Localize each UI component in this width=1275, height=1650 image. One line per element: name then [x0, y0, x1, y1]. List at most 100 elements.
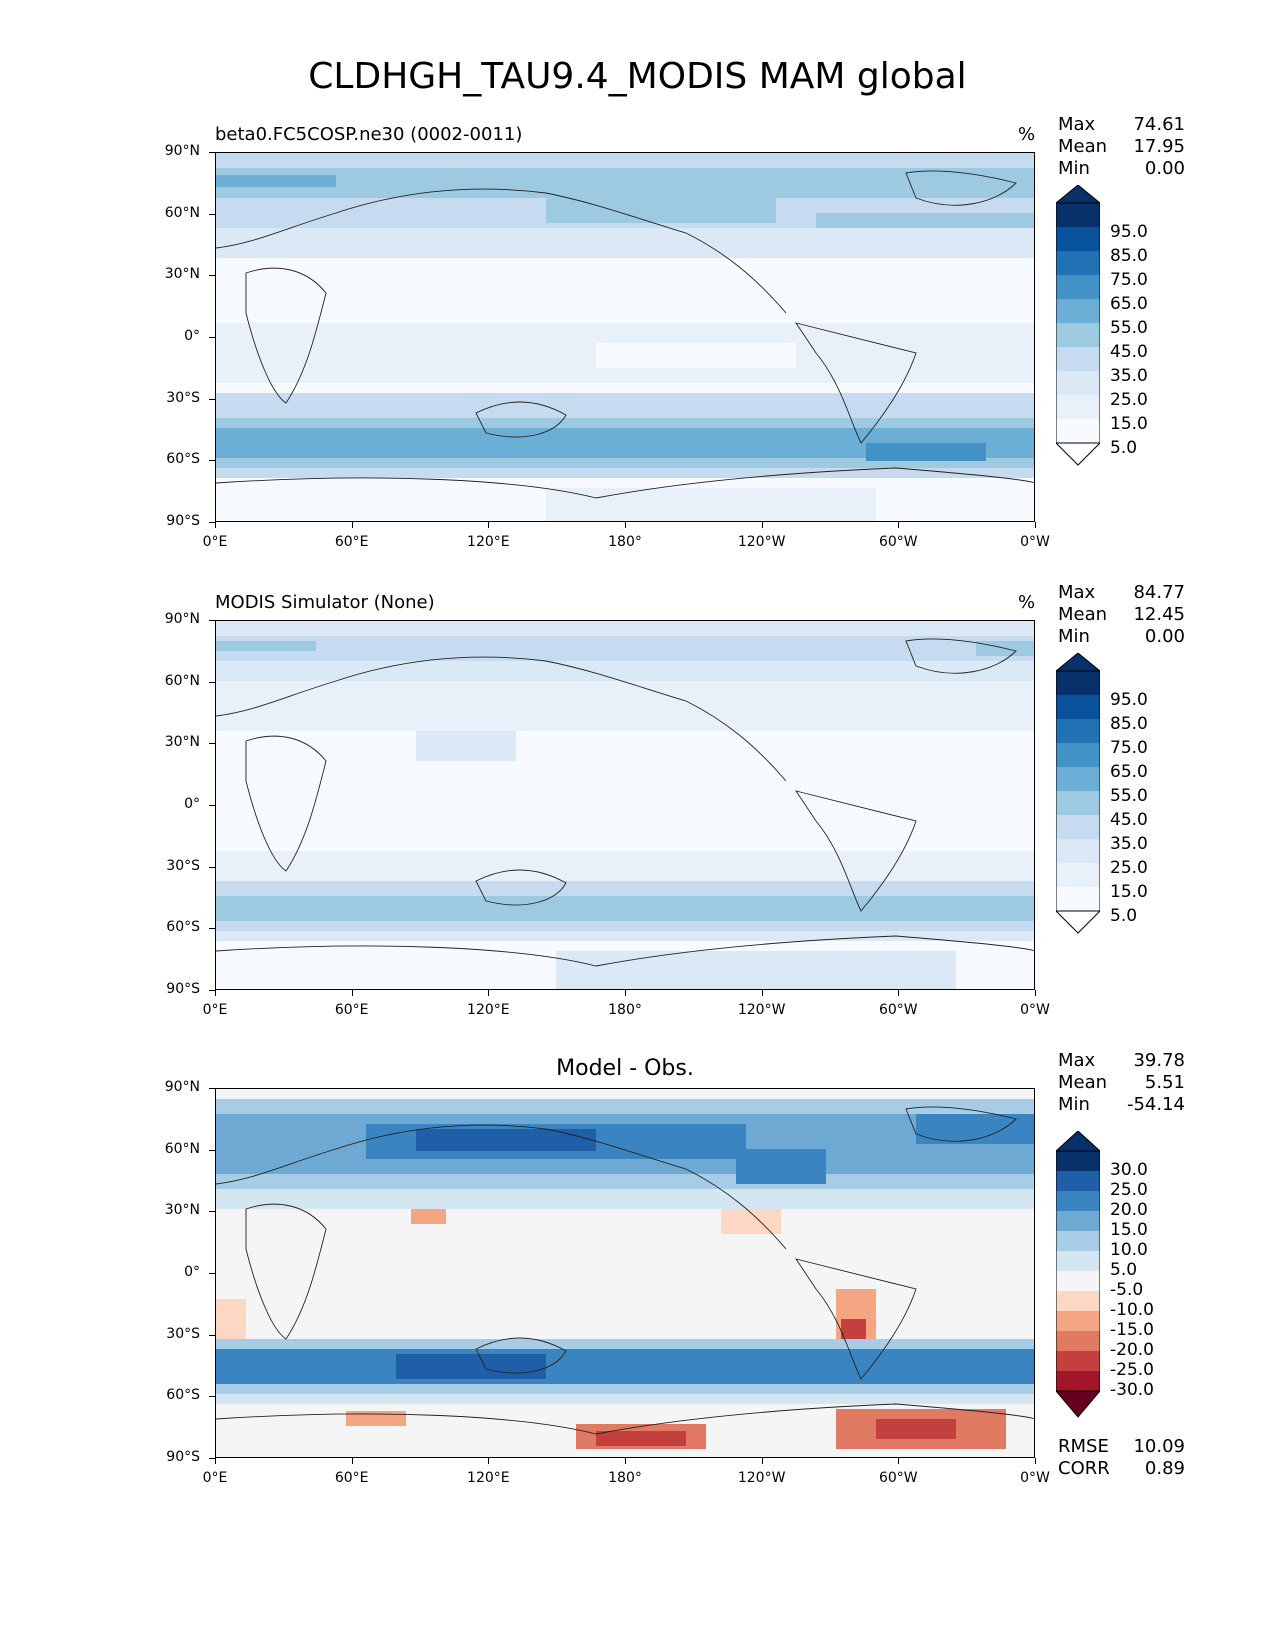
lon-tick-mark	[1035, 990, 1036, 996]
lon-tick-label: 60°W	[878, 534, 918, 550]
lon-tick-mark	[898, 990, 900, 996]
corr-value: 0.89	[1144, 1458, 1185, 1479]
colorbar-cells	[1056, 1151, 1100, 1391]
colorbar-label: 30.0	[1110, 1160, 1148, 1180]
map-plot	[215, 1088, 1035, 1458]
lon-tick-mark	[898, 1458, 900, 1464]
rmse-value: 10.09	[1133, 1436, 1185, 1457]
colorbar-label: 55.0	[1110, 318, 1148, 338]
lon-tick-label: 60°W	[878, 1002, 918, 1018]
lon-tick-mark	[488, 522, 490, 528]
colorbar-label: 45.0	[1110, 810, 1148, 830]
lat-tick-label: 60°S	[166, 451, 200, 468]
colorbar-label: -20.0	[1110, 1340, 1154, 1360]
lat-tick-mark	[209, 1334, 215, 1336]
stat-value-mean: 17.95	[1133, 136, 1185, 157]
panel-model: beta0.FC5COSP.ne30 (0002-0011) % Max 74.6…	[0, 110, 1275, 550]
panel-difference: Model - Obs. Max 39.78 Mean 5.51 Min -54.14	[0, 1046, 1275, 1486]
lat-tick-label: 60°S	[166, 919, 200, 936]
lat-tick-mark	[209, 1211, 215, 1213]
rmse-label: RMSE	[1058, 1436, 1109, 1457]
colorbar-label: 5.0	[1110, 438, 1138, 458]
lat-tick-label: 90°S	[166, 1449, 200, 1465]
colorbar-label: 20.0	[1110, 1200, 1148, 1220]
colorbar-cells	[1056, 203, 1100, 443]
lon-tick-mark	[215, 990, 216, 996]
lat-tick-mark	[209, 1458, 215, 1459]
lat-tick-mark	[209, 743, 215, 745]
stat-value-min: 0.00	[1144, 158, 1185, 179]
stat-label-mean: Mean	[1058, 604, 1108, 625]
lat-tick-label: 90°N	[164, 611, 200, 627]
lat-tick-label: 90°N	[164, 143, 200, 159]
lat-tick-label: 30°S	[166, 389, 200, 406]
lat-tick-label: 60°N	[164, 204, 200, 221]
lon-tick-label: 60°E	[334, 534, 369, 550]
lon-tick-label: 180°	[608, 1002, 642, 1018]
stat-label-max: Max	[1058, 114, 1096, 135]
lon-tick-label: 120°E	[467, 534, 510, 550]
lon-tick-label: 0°W	[1020, 534, 1050, 550]
colorbar	[1054, 1130, 1102, 1425]
lon-tick-mark	[1035, 522, 1036, 528]
lat-tick-mark	[209, 1273, 215, 1274]
lat-tick-mark	[209, 213, 215, 215]
lon-tick-mark	[1035, 1458, 1036, 1464]
colorbar-label: 35.0	[1110, 834, 1148, 854]
panel-obs: MODIS Simulator (None) % Max 84.77 Mean 12…	[0, 578, 1275, 1018]
lat-tick-mark	[209, 1149, 215, 1151]
colorbar-label: -5.0	[1110, 1280, 1144, 1300]
colorbar-label: 65.0	[1110, 294, 1148, 314]
lat-tick-label: 30°N	[164, 266, 200, 283]
figure-title: CLDHGH_TAU9.4_MODIS MAM global	[308, 56, 967, 97]
lat-tick-mark	[209, 398, 215, 400]
colorbar-label: 65.0	[1110, 762, 1148, 782]
lon-tick-label: 180°	[608, 534, 642, 550]
lon-tick-label: 120°W	[737, 1002, 786, 1018]
lat-tick-label: 90°N	[164, 1079, 200, 1095]
lat-tick-label: 90°S	[166, 981, 200, 997]
lat-tick-mark	[209, 152, 215, 153]
colorbar-label: -30.0	[1110, 1380, 1154, 1400]
panel-title: Model - Obs.	[556, 1056, 694, 1081]
lat-tick-mark	[209, 522, 215, 523]
colorbar-label: 75.0	[1110, 270, 1148, 290]
colorbar-label: -15.0	[1110, 1320, 1154, 1340]
lon-tick-mark	[625, 522, 626, 528]
panel-title: MODIS Simulator (None)	[215, 592, 435, 613]
lon-tick-label: 120°E	[467, 1002, 510, 1018]
colorbar-cells	[1056, 671, 1100, 911]
rmse-corr-box: RMSE 10.09 CORR 0.89	[1058, 1436, 1185, 1480]
lon-tick-mark	[761, 990, 763, 996]
colorbar-label: -10.0	[1110, 1300, 1154, 1320]
colorbar-label: 55.0	[1110, 786, 1148, 806]
lon-tick-label: 0°W	[1020, 1002, 1050, 1018]
colorbar-label: -25.0	[1110, 1360, 1154, 1380]
colorbar-label: 5.0	[1110, 1260, 1138, 1280]
colorbar-label: 85.0	[1110, 714, 1148, 734]
lat-tick-label: 0°	[184, 796, 200, 812]
stat-value-min: -54.14	[1126, 1094, 1185, 1115]
stat-label-mean: Mean	[1058, 136, 1108, 157]
colorbar-label: 35.0	[1110, 366, 1148, 386]
stat-label-max: Max	[1058, 582, 1096, 603]
colorbar	[1054, 652, 1102, 939]
lon-tick-mark	[488, 1458, 490, 1464]
lon-tick-label: 120°E	[467, 1470, 510, 1486]
lon-tick-label: 180°	[608, 1470, 642, 1486]
colorbar-label: 45.0	[1110, 342, 1148, 362]
map-plot	[215, 152, 1035, 522]
lat-tick-label: 0°	[184, 328, 200, 344]
stat-label-min: Min	[1058, 626, 1090, 647]
lat-tick-label: 0°	[184, 1264, 200, 1280]
lon-tick-mark	[215, 522, 216, 528]
lat-tick-label: 30°N	[164, 1202, 200, 1219]
lon-tick-mark	[761, 1458, 763, 1464]
lon-tick-mark	[488, 990, 490, 996]
colorbar-label: 15.0	[1110, 882, 1148, 902]
lon-tick-label: 0°W	[1020, 1470, 1050, 1486]
lat-tick-mark	[209, 1088, 215, 1089]
lat-tick-label: 30°S	[166, 857, 200, 874]
stat-label-min: Min	[1058, 1094, 1090, 1115]
stat-value-max: 84.77	[1133, 582, 1185, 603]
